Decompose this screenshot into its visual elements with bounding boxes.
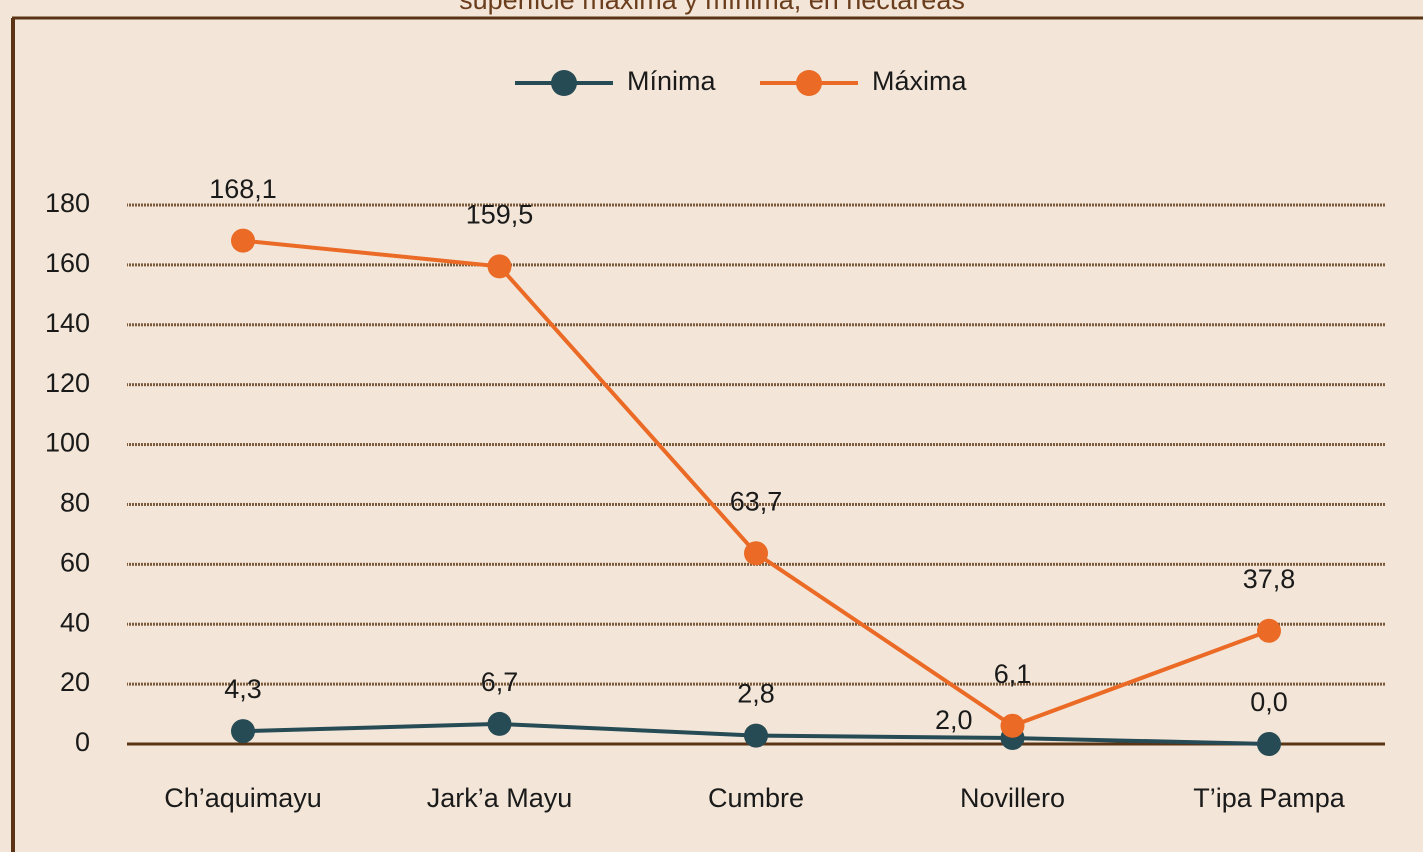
data-point xyxy=(744,723,768,748)
x-tick-label: Jark’a Mayu xyxy=(427,783,573,813)
data-point xyxy=(744,541,768,566)
data-point xyxy=(231,228,255,253)
grid-line xyxy=(127,443,1385,447)
grid-line xyxy=(127,622,1385,626)
y-tick-label: 80 xyxy=(60,488,90,518)
data-label: 4,3 xyxy=(224,674,262,704)
legend-marker xyxy=(551,70,577,96)
data-label: 6,1 xyxy=(994,659,1032,689)
data-label: 63,7 xyxy=(730,486,783,516)
grid-line xyxy=(127,203,1385,207)
data-label: 159,5 xyxy=(466,200,534,230)
grid-line xyxy=(127,263,1385,267)
legend-label: Máxima xyxy=(872,66,967,96)
legend-label: Mínima xyxy=(627,66,716,96)
data-label: 6,7 xyxy=(481,667,519,697)
legend-marker xyxy=(796,70,822,96)
data-label: 2,8 xyxy=(737,679,775,709)
grid-line xyxy=(127,502,1385,506)
x-tick-label: Ch’aquimayu xyxy=(164,783,322,813)
data-label: 168,1 xyxy=(209,174,277,204)
data-point xyxy=(231,719,255,744)
data-label: 37,8 xyxy=(1243,564,1296,594)
data-point xyxy=(487,711,512,736)
data-point xyxy=(1257,732,1281,756)
y-tick-label: 100 xyxy=(45,428,90,458)
y-tick-label: 160 xyxy=(45,248,90,278)
x-tick-label: T’ipa Pampa xyxy=(1193,783,1346,813)
x-tick-label: Cumbre xyxy=(708,783,804,813)
data-point xyxy=(487,254,512,279)
y-tick-label: 180 xyxy=(45,188,90,218)
data-label: 0,0 xyxy=(1250,687,1288,717)
y-tick-label: 20 xyxy=(60,667,90,697)
data-point xyxy=(1257,618,1281,643)
x-tick-label: Novillero xyxy=(960,783,1065,813)
y-tick-label: 40 xyxy=(60,607,90,637)
grid-line xyxy=(127,383,1385,387)
data-label: 2,0 xyxy=(935,705,973,735)
y-tick-label: 0 xyxy=(75,727,90,757)
y-tick-label: 140 xyxy=(45,308,90,338)
grid-line xyxy=(127,682,1385,686)
data-point xyxy=(1000,713,1025,738)
y-tick-label: 60 xyxy=(60,547,90,577)
grid-line xyxy=(127,323,1385,327)
chart-title: superficie máxima y mínima, en hectáreas xyxy=(459,0,965,15)
y-tick-label: 120 xyxy=(45,368,90,398)
